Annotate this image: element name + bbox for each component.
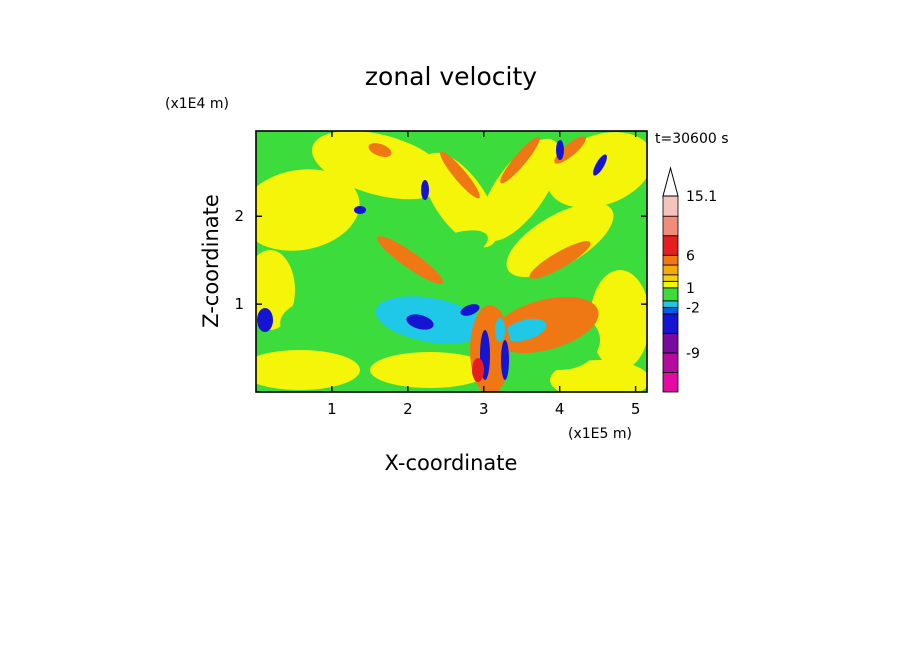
colorbar-label: -2 [686, 300, 700, 316]
colorbar-segment [662, 215, 679, 237]
strong-negative-streak [556, 140, 564, 160]
colorbar-segment [662, 254, 679, 266]
colorbar-segment [662, 372, 679, 393]
strong-negative-core [406, 314, 434, 330]
central-core [501, 340, 509, 380]
positive-region [370, 352, 490, 388]
colorbar-label: 15.1 [686, 189, 717, 205]
jet-streak [529, 241, 591, 279]
strong-negative-core [460, 304, 480, 316]
chart-title: zonal velocity [365, 62, 537, 91]
jet-streak [368, 143, 392, 157]
x-tick-label: 3 [479, 400, 489, 418]
jet-streak [500, 136, 540, 184]
colorbar-segment [662, 300, 679, 308]
y-unit-label: (x1E4 m) [165, 96, 229, 112]
x-unit-label: (x1E5 m) [568, 426, 632, 442]
strong-negative-streak [354, 206, 366, 214]
colorbar-label: 6 [686, 248, 695, 264]
positive-region [422, 152, 498, 248]
positive-region [256, 169, 360, 251]
colorbar-segment [662, 195, 679, 217]
jet-streak [440, 151, 480, 199]
neutral-region [280, 294, 380, 346]
y-tick-label: 1 [234, 295, 244, 313]
colorbar: 15.1 6 1 -2 -9 [662, 166, 717, 393]
strong-negative-streak [421, 180, 429, 200]
jet-streak [376, 236, 444, 284]
strong-negative-streak [593, 154, 607, 176]
positive-region [311, 131, 449, 200]
x-tick-label: 5 [631, 400, 641, 418]
positive-region [256, 350, 360, 390]
colorbar-extend-arrow [662, 166, 679, 197]
contour-field [256, 131, 647, 392]
colorbar-segment [662, 287, 679, 302]
positive-region [479, 138, 561, 242]
x-axis-label: X-coordinate [385, 451, 518, 475]
y-tick-label: 2 [234, 207, 244, 225]
positive-region [506, 203, 614, 277]
plot-frame [255, 130, 648, 393]
colorbar-segment [662, 306, 679, 315]
central-core [495, 318, 505, 342]
time-label: t=30600 s [655, 131, 729, 147]
x-axis: 1 2 3 4 5 [327, 131, 640, 418]
colorbar-segment [662, 235, 679, 256]
x-tick-label: 4 [555, 400, 565, 418]
colorbar-segment [662, 274, 679, 282]
colorbar-segment [662, 352, 679, 373]
y-axis-label: Z-coordinate [199, 194, 223, 328]
colorbar-segment [662, 332, 679, 354]
colorbar-segment [662, 313, 679, 334]
x-tick-label: 2 [403, 400, 413, 418]
colorbar-segment [662, 280, 679, 289]
y-axis: 12 [234, 207, 647, 313]
colorbar-label: -9 [686, 346, 700, 362]
neutral-region [412, 230, 488, 270]
colorbar-label: 1 [686, 281, 695, 297]
negative-region [503, 318, 547, 342]
colorbar-segment [662, 264, 679, 276]
positive-region [590, 270, 647, 370]
strong-negative-core [257, 308, 273, 332]
x-tick-label: 1 [327, 400, 337, 418]
central-core [472, 358, 484, 382]
